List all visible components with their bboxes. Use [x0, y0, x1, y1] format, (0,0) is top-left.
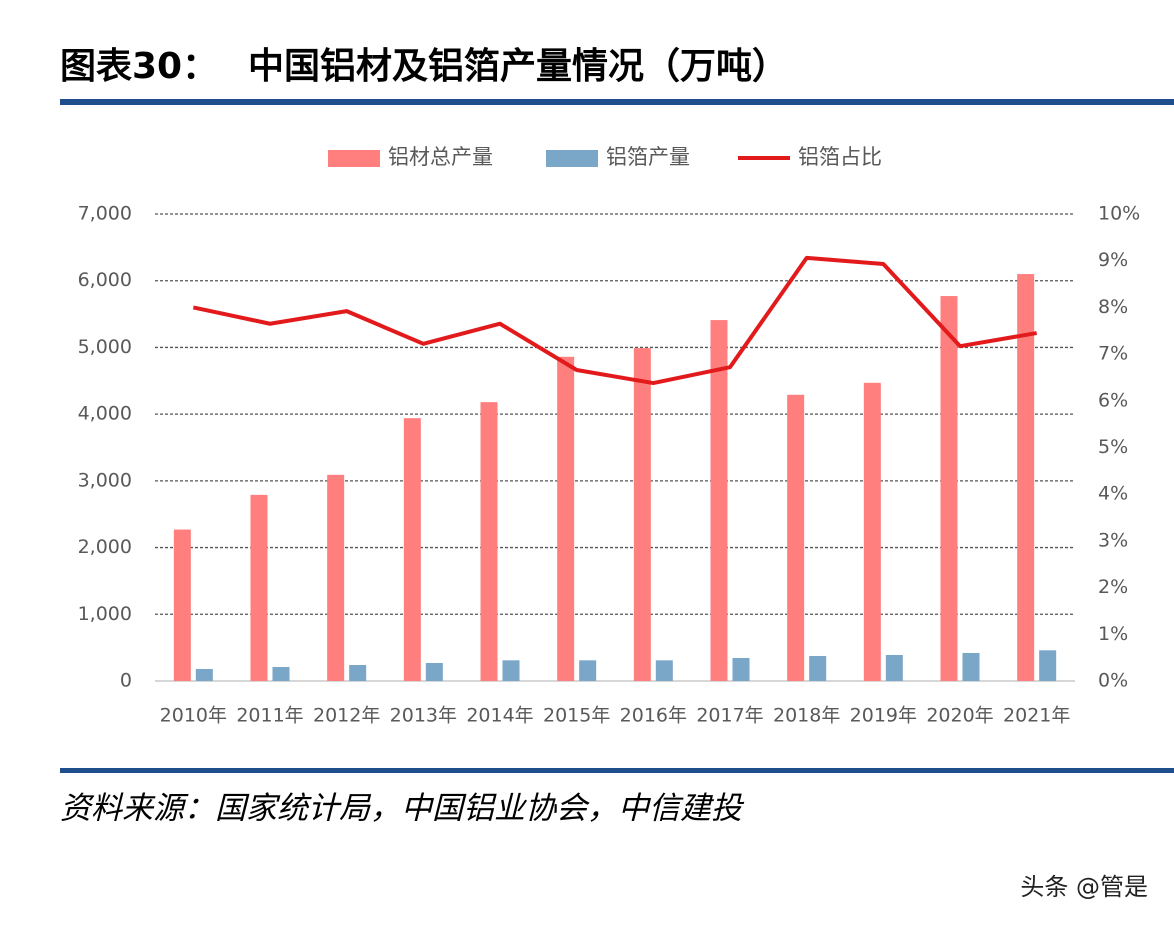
- footer-rule: [60, 768, 1174, 773]
- bar: [579, 660, 597, 681]
- x-tick-label: 2012年: [313, 705, 380, 727]
- x-tick-label: 2016年: [620, 705, 687, 727]
- legend-label: 铝材总产量: [388, 145, 493, 169]
- y2-tick-label: 0%: [1098, 670, 1128, 692]
- bar: [940, 296, 958, 681]
- bar: [1017, 274, 1035, 681]
- y-tick-label: 4,000: [78, 403, 132, 425]
- legend-swatch: [546, 150, 598, 167]
- x-tick-label: 2013年: [390, 705, 457, 727]
- y-tick-label: 6,000: [78, 269, 132, 291]
- legend-label: 铝箔产量: [606, 145, 690, 169]
- y-tick-label: 3,000: [78, 469, 132, 491]
- bar: [1039, 650, 1057, 681]
- bar: [809, 655, 827, 681]
- bar: [502, 660, 520, 681]
- bar: [633, 348, 651, 681]
- bar: [863, 382, 881, 681]
- figure-label: 图表30：: [60, 46, 218, 87]
- header-rule: [60, 99, 1174, 105]
- x-tick-label: 2011年: [236, 705, 303, 727]
- bar: [250, 494, 268, 681]
- y2-tick-label: 9%: [1098, 249, 1128, 271]
- line-series: [192, 255, 1038, 386]
- x-tick-label: 2021年: [1003, 705, 1070, 727]
- y2-tick-label: 5%: [1098, 436, 1128, 458]
- x-tick-label: 2014年: [466, 705, 533, 727]
- bar: [173, 529, 191, 681]
- bar: [195, 668, 213, 681]
- bar: [655, 660, 673, 681]
- x-tick-label: 2015年: [543, 705, 610, 727]
- x-tick-label: 2019年: [850, 705, 917, 727]
- x-tick-label: 2017年: [696, 705, 763, 727]
- x-tick-label: 2020年: [926, 705, 993, 727]
- y2-tick-label: 3%: [1098, 529, 1128, 551]
- chart-title: 中国铝材及铝箔产量情况（万吨）: [248, 46, 788, 87]
- bar: [557, 356, 575, 681]
- bar: [327, 474, 345, 681]
- y2-tick-label: 6%: [1098, 389, 1128, 411]
- y-tick-label: 7,000: [78, 203, 132, 225]
- y2-tick-label: 4%: [1098, 483, 1128, 505]
- bar: [885, 654, 903, 681]
- bar: [962, 652, 980, 681]
- legend-swatch: [328, 150, 380, 167]
- x-tick-label: 2010年: [160, 705, 227, 727]
- bar: [425, 662, 443, 681]
- bar: [732, 657, 750, 681]
- y2-tick-label: 10%: [1098, 203, 1140, 225]
- watermark: 头条 @管是: [1020, 873, 1148, 901]
- bar: [349, 664, 367, 681]
- bar: [480, 402, 498, 681]
- y2-tick-label: 2%: [1098, 576, 1128, 598]
- y2-tick-label: 8%: [1098, 296, 1128, 318]
- y-tick-label: 0: [120, 670, 132, 692]
- source-note: 资料来源：国家统计局，中国铝业协会，中信建投: [60, 791, 745, 827]
- legend-label: 铝箔占比: [798, 145, 882, 169]
- y-tick-label: 5,000: [78, 336, 132, 358]
- y-tick-label: 2,000: [78, 536, 132, 558]
- bar: [272, 666, 290, 681]
- y2-tick-label: 7%: [1098, 343, 1128, 365]
- bar: [710, 320, 728, 681]
- x-tick-label: 2018年: [773, 705, 840, 727]
- y2-tick-label: 1%: [1098, 623, 1128, 645]
- bar: [787, 394, 805, 681]
- bar: [403, 418, 421, 681]
- y-tick-label: 1,000: [78, 603, 132, 625]
